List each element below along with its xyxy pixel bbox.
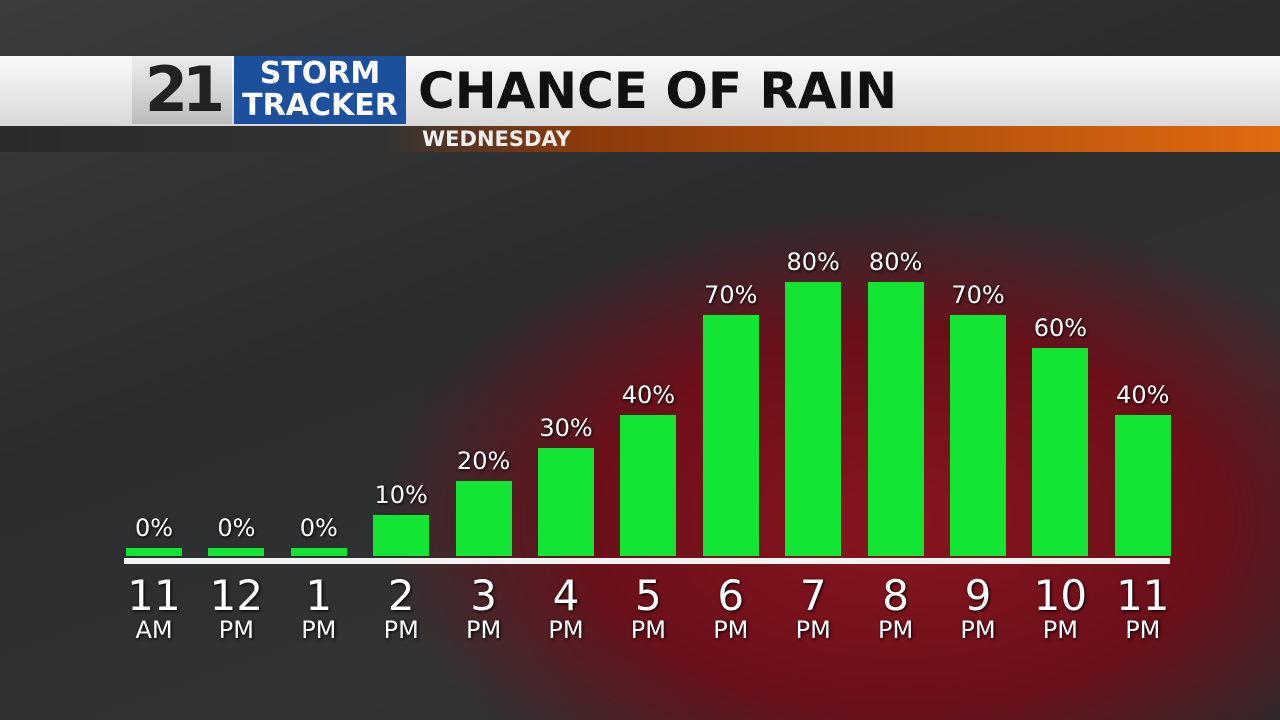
logo-number: 21 bbox=[132, 56, 232, 124]
x-tick-label: 11 AM bbox=[127, 571, 181, 644]
chart-subtitle: WEDNESDAY bbox=[422, 127, 571, 151]
logo-text: STORM TRACKER bbox=[234, 56, 406, 124]
x-tick-label: 6 PM bbox=[713, 571, 749, 644]
value-label: 0% bbox=[299, 514, 338, 542]
bar bbox=[1114, 414, 1171, 556]
bar bbox=[208, 548, 265, 556]
value-label: 40% bbox=[621, 380, 676, 409]
value-label: 30% bbox=[539, 414, 593, 443]
value-label: 20% bbox=[456, 447, 511, 476]
x-tick-label: 5 PM bbox=[630, 571, 666, 644]
x-tick-label: 11 PM bbox=[1116, 571, 1170, 644]
x-tick-label: 8 PM bbox=[878, 571, 914, 644]
logo-line: TRACKER bbox=[242, 88, 398, 123]
bar bbox=[620, 414, 677, 556]
x-tick-label: 3 PM bbox=[466, 571, 502, 644]
x-tick-label: 4 PM bbox=[548, 571, 584, 644]
value-label: 10% bbox=[374, 480, 428, 509]
subheader-bar bbox=[0, 126, 1280, 152]
value-label: 0% bbox=[217, 514, 256, 542]
bar bbox=[950, 314, 1006, 556]
logo-line: STORM bbox=[259, 56, 381, 91]
x-tick-label: 2 PM bbox=[383, 571, 419, 644]
x-tick-label: 10 PM bbox=[1033, 571, 1088, 644]
baseline bbox=[124, 558, 1170, 564]
x-tick-label: 1 PM bbox=[301, 571, 337, 644]
value-label: 70% bbox=[951, 280, 1005, 309]
x-tick-label: 12 PM bbox=[209, 571, 264, 644]
bar bbox=[867, 281, 924, 556]
bar bbox=[455, 481, 512, 556]
value-label: 40% bbox=[1116, 380, 1170, 409]
value-label: 80% bbox=[868, 247, 923, 276]
bar bbox=[373, 514, 430, 556]
value-label: 70% bbox=[704, 280, 758, 309]
bar bbox=[290, 548, 347, 556]
value-label: 0% bbox=[134, 514, 174, 542]
bar bbox=[785, 281, 842, 556]
bar bbox=[702, 314, 759, 556]
bar bbox=[538, 448, 594, 556]
x-tick-label: 7 PM bbox=[795, 571, 831, 644]
value-label: 80% bbox=[786, 247, 840, 276]
x-tick-label: 9 PM bbox=[960, 571, 996, 644]
value-label: 60% bbox=[1033, 314, 1088, 343]
chart-title: CHANCE OF RAIN bbox=[418, 62, 898, 120]
bar bbox=[1032, 348, 1089, 556]
bar bbox=[126, 548, 182, 556]
